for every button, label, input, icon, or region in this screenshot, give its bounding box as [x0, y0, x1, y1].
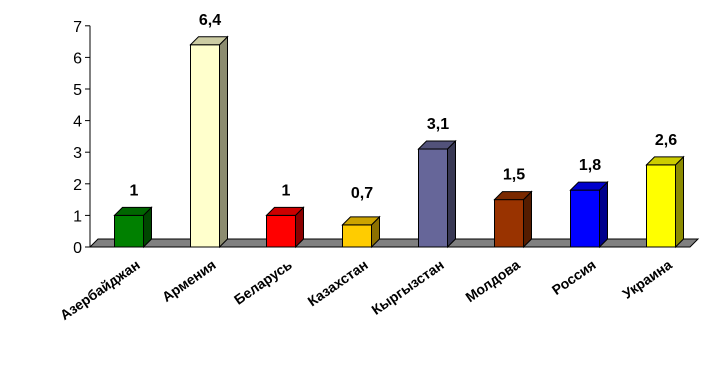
y-tick-label: 4	[73, 114, 82, 131]
bar-front	[495, 200, 524, 247]
bar-front	[571, 190, 600, 247]
category-label: Азербайджан	[57, 256, 143, 323]
bar	[495, 192, 532, 247]
category-label: Кыргызстан	[368, 256, 446, 317]
data-label: 6,4	[199, 12, 221, 29]
data-label: 1,5	[503, 167, 525, 184]
y-tick-label: 0	[73, 240, 82, 257]
category-label: Украина	[619, 256, 675, 302]
data-label: 3,1	[427, 116, 449, 133]
y-tick-label: 6	[73, 50, 82, 67]
bar-side	[448, 141, 456, 247]
bar-side	[220, 37, 228, 247]
category-label: Армения	[159, 256, 219, 305]
data-label: 0,7	[351, 185, 373, 202]
bars	[115, 37, 684, 247]
y-tick-label: 1	[73, 208, 82, 225]
bar	[571, 182, 608, 247]
bar	[343, 217, 380, 247]
category-label: Беларусь	[231, 256, 295, 308]
y-tick-label: 3	[73, 145, 82, 162]
data-label: 2,6	[655, 132, 677, 149]
y-tick-label: 5	[73, 82, 82, 99]
bar-front	[267, 215, 296, 247]
bar	[419, 141, 456, 247]
bar-front	[115, 215, 144, 247]
bar-side	[600, 182, 608, 247]
bar-front	[343, 225, 372, 247]
bar-front	[419, 149, 448, 247]
category-label: Россия	[549, 256, 599, 298]
bar	[115, 207, 152, 247]
bar-side	[524, 192, 532, 247]
data-label: 1,8	[579, 157, 601, 174]
bar	[267, 207, 304, 247]
bar-front	[191, 45, 220, 247]
y-tick-label: 7	[73, 19, 82, 36]
y-axis: 0 1 2 3 4 5 6 7	[73, 19, 90, 257]
bar-front	[647, 165, 676, 247]
bar-side	[676, 157, 684, 247]
data-label: 1	[130, 182, 139, 199]
bar	[191, 37, 228, 247]
category-label: Молдова	[462, 256, 522, 305]
y-tick-label: 2	[73, 177, 82, 194]
category-labels: Азербайджан Армения Беларусь КазахстанКыргы…	[57, 256, 675, 323]
category-label: Казахстан	[305, 256, 371, 309]
data-label: 1	[282, 182, 291, 199]
bar	[647, 157, 684, 247]
